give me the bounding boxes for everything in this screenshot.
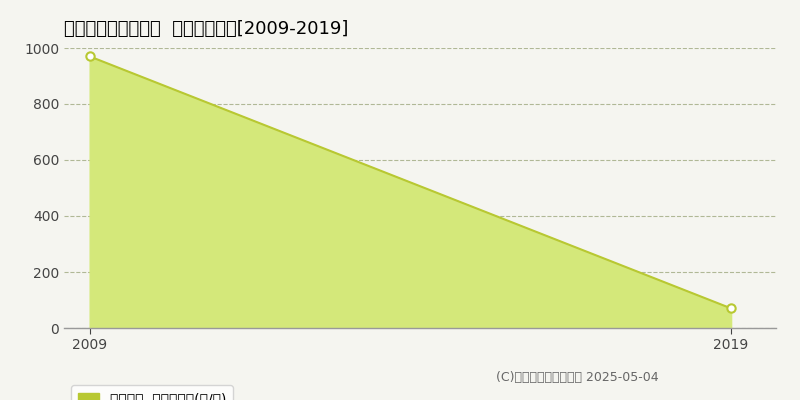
Text: (C)土地価格ドットコム 2025-05-04: (C)土地価格ドットコム 2025-05-04 <box>496 371 658 384</box>
Text: 東田川郡庄内町西袋  農地価格推移[2009-2019]: 東田川郡庄内町西袋 農地価格推移[2009-2019] <box>64 20 348 38</box>
Legend: 農地価格  平均坪単価(円/坪): 農地価格 平均坪単価(円/坪) <box>71 385 233 400</box>
